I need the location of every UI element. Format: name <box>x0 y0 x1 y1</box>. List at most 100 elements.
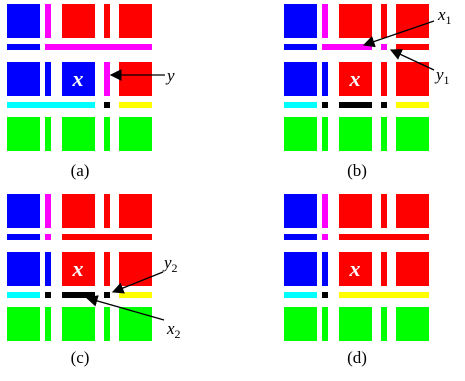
cell-red <box>339 194 372 228</box>
cell-red <box>396 62 429 96</box>
cell-green <box>396 307 429 341</box>
bar-blue-horizontal <box>7 234 40 240</box>
panel-a: x y (a) <box>7 4 175 180</box>
bar-blue-horizontal <box>284 234 317 240</box>
bar-yellow-horizontal <box>119 102 152 108</box>
panel-d: x (d) <box>284 194 429 367</box>
cell-red <box>119 252 152 286</box>
annotation-label-y: y <box>165 66 175 85</box>
panel-label-a: (a) <box>71 161 90 180</box>
cell-blue <box>7 252 40 286</box>
cell-red <box>396 252 429 286</box>
bar-black-horizontal <box>339 102 372 108</box>
annotation-label-x1: x1 <box>437 5 452 27</box>
bar-black-horizontal <box>62 292 95 298</box>
bar-black-dot <box>45 292 51 298</box>
bar-blue-horizontal <box>7 44 40 50</box>
cell-green <box>62 307 95 341</box>
panel-c: x y2 x2 (c) <box>7 194 181 367</box>
grid-c <box>7 194 152 341</box>
annotation-arrow-y1 <box>389 49 435 71</box>
cell-green <box>7 117 40 151</box>
cell-blue <box>284 252 317 286</box>
bar-black-dot <box>104 292 110 298</box>
bar-red-horizontal <box>339 234 429 240</box>
cell-red <box>396 194 429 228</box>
bar-green-vertical <box>45 307 51 341</box>
annotation-label-x2: x2 <box>166 319 181 341</box>
bar-magenta-vertical <box>322 194 328 228</box>
bar-red-vertical <box>104 4 110 38</box>
cell-blue <box>284 62 317 96</box>
cell-green <box>396 117 429 151</box>
annotation-label-y2: y2 <box>162 253 178 275</box>
cell-x <box>339 252 372 286</box>
cell-red <box>62 194 95 228</box>
bar-blue-horizontal <box>284 44 317 50</box>
cell-blue <box>7 194 40 228</box>
cell-green <box>119 307 152 341</box>
bar-yellow-horizontal <box>119 292 152 298</box>
bar-yellow-horizontal <box>396 102 429 108</box>
center-cell-label: x <box>349 66 361 91</box>
bar-black-dot <box>104 102 110 108</box>
bar-red-vertical <box>104 194 110 228</box>
cell-x <box>62 62 95 96</box>
cell-green <box>7 307 40 341</box>
bar-green-vertical <box>381 307 387 341</box>
center-cell-label: x <box>349 256 361 281</box>
annotation-arrow-y2 <box>111 271 164 294</box>
bar-black-dot <box>381 102 387 108</box>
bar-magenta-vertical <box>104 62 110 96</box>
cell-red <box>339 4 372 38</box>
bar-magenta-horizontal <box>322 234 328 240</box>
bar-green-vertical <box>104 307 110 341</box>
bar-red-vertical <box>381 62 387 96</box>
grid-a <box>7 4 152 151</box>
cell-blue <box>284 4 317 38</box>
bar-red-horizontal <box>396 44 429 50</box>
bar-cyan-horizontal <box>7 102 95 108</box>
grid-b <box>284 4 429 151</box>
bar-cyan-horizontal <box>284 102 317 108</box>
cell-blue <box>7 62 40 96</box>
cell-green <box>119 117 152 151</box>
bar-magenta-dot <box>381 44 387 50</box>
bar-red-vertical <box>104 252 110 286</box>
bar-magenta-horizontal <box>45 44 152 50</box>
panel-b: x x1 y1 (b) <box>284 4 452 180</box>
center-cell-label: x <box>72 256 84 281</box>
bar-black-dot <box>322 292 328 298</box>
bar-magenta-horizontal <box>322 44 372 50</box>
cell-x <box>339 62 372 96</box>
bar-red-vertical <box>381 252 387 286</box>
panel-label-c: (c) <box>71 348 90 367</box>
center-cell-label: x <box>72 66 84 91</box>
bar-red-vertical <box>381 4 387 38</box>
cell-green <box>284 307 317 341</box>
bar-green-vertical <box>45 117 51 151</box>
bar-black-dot <box>322 102 328 108</box>
cell-blue <box>284 194 317 228</box>
panel-label-b: (b) <box>347 161 367 180</box>
annotation-arrow-x1 <box>362 20 435 48</box>
annotation-label-y1: y1 <box>434 65 450 87</box>
bar-cyan-horizontal <box>284 292 317 298</box>
bar-magenta-vertical <box>45 4 51 38</box>
panel-label-d: (d) <box>347 348 367 367</box>
cell-red <box>119 194 152 228</box>
bar-blue-vertical <box>45 62 51 96</box>
bar-cyan-horizontal <box>7 292 40 298</box>
cell-x <box>62 252 95 286</box>
bar-magenta-horizontal <box>45 234 51 240</box>
cell-green <box>339 117 372 151</box>
cell-red <box>119 4 152 38</box>
bar-green-vertical <box>381 117 387 151</box>
bar-blue-vertical <box>45 252 51 286</box>
cell-green <box>62 117 95 151</box>
bar-magenta-vertical <box>322 4 328 38</box>
bar-green-vertical <box>322 117 328 151</box>
bar-blue-vertical <box>322 62 328 96</box>
bar-red-horizontal <box>62 234 152 240</box>
